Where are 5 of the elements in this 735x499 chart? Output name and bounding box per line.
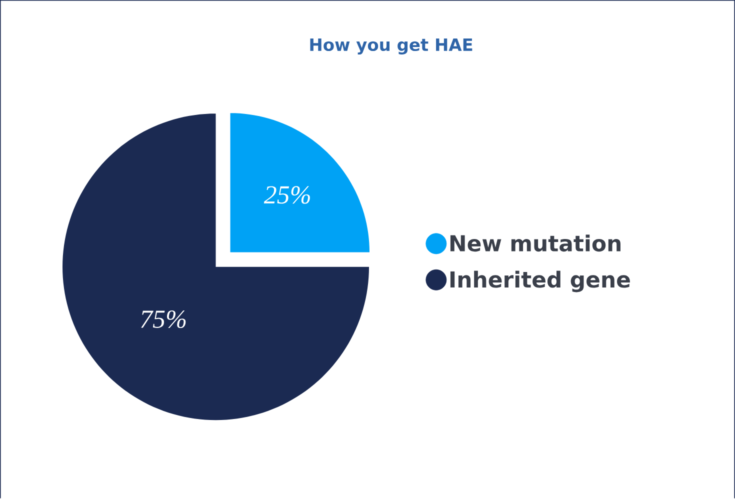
data-label: 25%: [264, 186, 310, 204]
legend-label: New mutation: [450, 234, 620, 252]
data-label: 75%: [141, 310, 186, 328]
legend-label: Inherited gene: [450, 270, 630, 292]
chart-title: How you get HAE: [310, 38, 472, 55]
